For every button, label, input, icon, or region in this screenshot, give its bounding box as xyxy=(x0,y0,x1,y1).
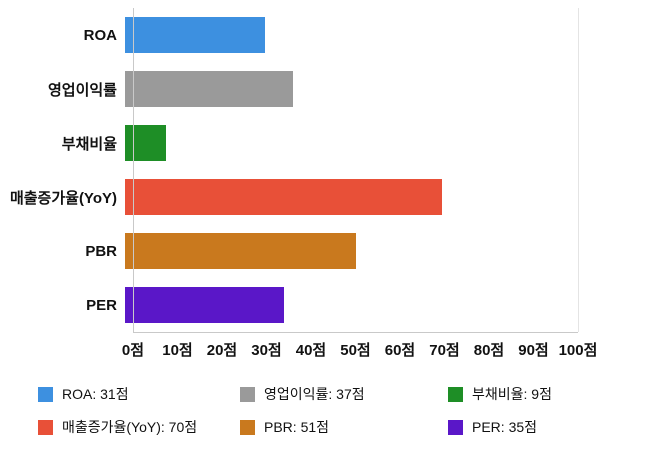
legend-swatch xyxy=(240,386,255,402)
x-tick-label: 0점 xyxy=(121,342,145,359)
category-label: PER xyxy=(86,296,117,314)
bar[interactable] xyxy=(125,125,166,161)
x-tick-label: 10점 xyxy=(162,342,193,359)
x-tick-label: 100점 xyxy=(558,342,598,359)
x-tick-label: 30점 xyxy=(251,342,282,359)
x-tick-label: 80점 xyxy=(473,342,505,359)
chart-row: PER xyxy=(0,278,578,332)
legend-item[interactable]: 매출증가율(YoY): 70점 xyxy=(38,417,240,437)
x-tick-label: 20점 xyxy=(206,342,238,359)
bar-track xyxy=(125,62,578,116)
legend-label: 매출증가율(YoY): 70점 xyxy=(62,419,198,435)
legend-label: 영업이익률: 37점 xyxy=(264,386,365,402)
legend-swatch xyxy=(240,419,255,435)
legend-swatch xyxy=(448,419,463,435)
legend-label: PER: 35점 xyxy=(472,419,538,435)
category-label: ROA xyxy=(83,26,117,44)
bar-track xyxy=(125,170,578,224)
bar[interactable] xyxy=(125,233,357,269)
legend-item[interactable]: ROA: 31점 xyxy=(38,384,240,404)
category-label: PBR xyxy=(85,242,117,260)
chart-row: ROA xyxy=(0,8,578,62)
legend-label: 부채비율: 9점 xyxy=(472,386,552,402)
bar[interactable] xyxy=(125,179,443,215)
x-tick-label: 50점 xyxy=(340,342,371,359)
legend-swatch xyxy=(448,386,463,402)
x-tick-label: 60점 xyxy=(384,342,416,359)
category-label: 영업이익률 xyxy=(47,81,117,99)
legend-item[interactable]: 부채비율: 9점 xyxy=(448,384,628,404)
bar-track xyxy=(125,8,578,62)
legend-swatch xyxy=(38,386,53,402)
legend-label: ROA: 31점 xyxy=(62,386,129,402)
legend-item[interactable]: PER: 35점 xyxy=(448,417,628,437)
right-grid-line xyxy=(578,8,579,332)
y-axis-line xyxy=(133,8,134,332)
x-tick-label: 70점 xyxy=(429,342,460,359)
x-axis-line xyxy=(133,332,578,333)
chart-row: 매출증가율(YoY) xyxy=(0,170,578,224)
bar[interactable] xyxy=(125,17,266,53)
chart-row: 영업이익률 xyxy=(0,62,578,116)
x-tick-label: 40점 xyxy=(295,342,327,359)
bar[interactable] xyxy=(125,287,284,323)
x-tick-label: 90점 xyxy=(518,342,549,359)
chart-row: PBR xyxy=(0,224,578,278)
category-label: 부채비율 xyxy=(61,135,117,153)
category-label: 매출증가율(YoY) xyxy=(9,189,117,207)
chart-row: 부채비율 xyxy=(0,116,578,170)
bar-track xyxy=(125,224,578,278)
legend-item[interactable]: PBR: 51점 xyxy=(240,417,448,437)
legend-item[interactable]: 영업이익률: 37점 xyxy=(240,384,448,404)
x-axis: 0점 10점 20점 30점 40점 50점 60점 70점 80점 90점 100점 xyxy=(122,339,597,359)
legend-label: PBR: 51점 xyxy=(264,419,330,435)
legend-swatch xyxy=(38,419,53,435)
bar[interactable] xyxy=(125,71,293,107)
bar-track xyxy=(125,116,578,170)
bar-track xyxy=(125,278,578,332)
